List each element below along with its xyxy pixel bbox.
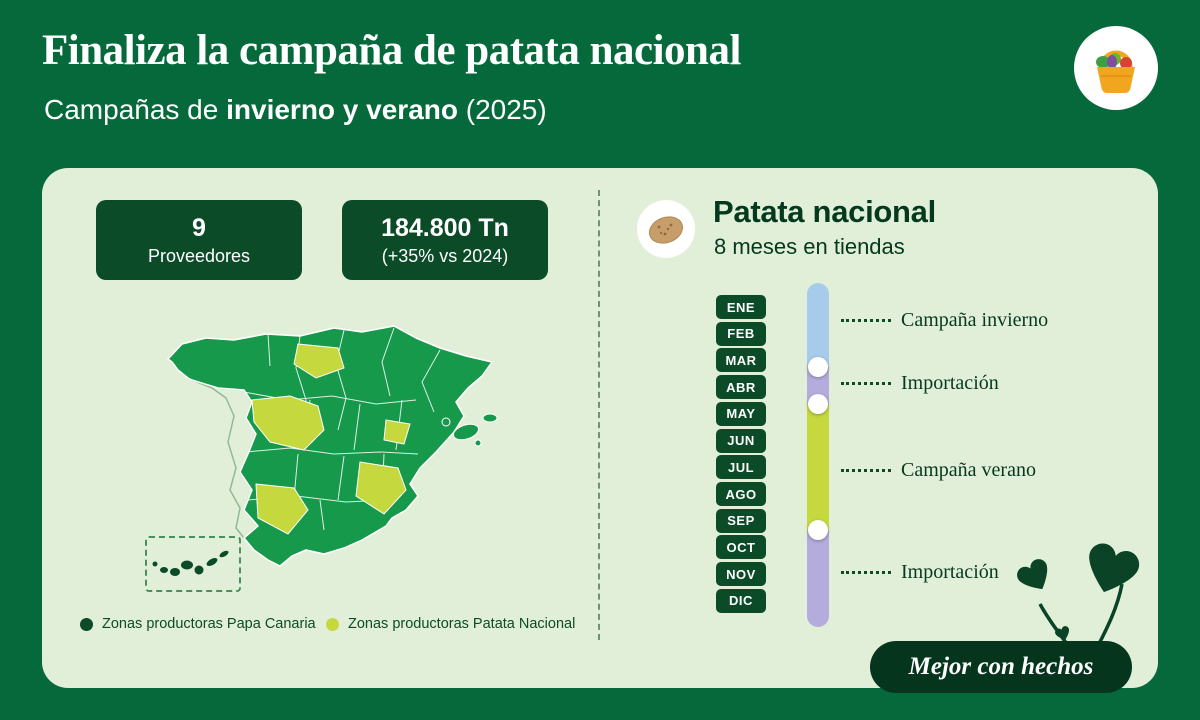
legend-dot-lime — [326, 617, 339, 631]
dotted-leader-line — [841, 318, 891, 322]
stat-value: 9 — [192, 213, 206, 242]
month-pill: JUN — [716, 428, 766, 453]
potato-badge — [637, 200, 695, 258]
legend-label: Zonas productoras Papa Canaria — [102, 616, 316, 632]
timeline-transition-dot — [808, 357, 828, 377]
segment-campana-verano — [807, 404, 829, 530]
segment-campana-invierno — [807, 283, 829, 367]
month-pill: OCT — [716, 535, 766, 560]
timeline-label-text: Campaña verano — [901, 458, 1036, 481]
segment-importacion-2 — [807, 529, 829, 627]
stat-label: Proveedores — [147, 245, 251, 266]
legend-dot-dark-green — [80, 617, 93, 631]
stat-label: (+35% vs 2024) — [381, 245, 509, 266]
brand-logo — [1074, 26, 1158, 110]
month-list: ENE FEB MAR ABR MAY JUN JUL AGO SEP OCT … — [716, 295, 766, 613]
timeline-label-text: Importación — [901, 560, 999, 583]
timeline-transition-dot — [808, 394, 828, 414]
subtitle-bold: invierno y verano — [226, 94, 458, 125]
legend-label: Zonas productoras Patata Nacional — [348, 616, 576, 632]
timeline-transition-dot — [808, 520, 828, 540]
timeline-labels: Campaña invierno Importación Campaña ver… — [841, 283, 1141, 627]
month-pill: DIC — [716, 588, 766, 613]
dotted-leader-line — [841, 381, 891, 385]
dotted-leader-line — [841, 468, 891, 472]
stat-toneladas: 184.800 Tn (+35% vs 2024) — [342, 200, 548, 280]
subtitle-suffix: (2025) — [457, 94, 547, 125]
timeline-segments — [807, 283, 829, 627]
product-title: Patata nacional — [713, 194, 936, 229]
product-subtitle: 8 meses en tiendas — [714, 234, 905, 259]
slogan-text: Mejor con hechos — [908, 653, 1094, 680]
month-pill: SEP — [716, 508, 766, 533]
balearic-islands — [441, 413, 498, 447]
month-pill: ENE — [716, 295, 766, 319]
timeline-label: Importación — [841, 371, 999, 395]
subtitle-prefix: Campañas de — [44, 94, 227, 125]
canary-islands-icon — [152, 550, 229, 576]
month-pill: FEB — [716, 321, 766, 346]
month-pill: MAR — [716, 348, 766, 373]
season-timeline-bar — [807, 283, 829, 627]
month-pill: JUL — [716, 455, 766, 480]
shopping-basket-icon — [1096, 50, 1135, 93]
timeline-label-text: Campaña invierno — [901, 308, 1049, 331]
canary-islands-inset — [145, 536, 241, 592]
month-pill: AGO — [716, 482, 766, 507]
legend-item-papa-canaria: Zonas productoras Papa Canaria — [80, 616, 316, 632]
dotted-leader-line — [841, 570, 891, 574]
timeline-label: Campaña verano — [841, 458, 1036, 482]
potato-icon — [648, 216, 684, 244]
month-pill: MAY — [716, 401, 766, 426]
month-pill: NOV — [716, 562, 766, 587]
timeline-label-text: Importación — [901, 371, 999, 394]
legend-item-patata-nacional: Zonas productoras Patata Nacional — [326, 616, 575, 632]
stat-value: 184.800 Tn — [381, 213, 509, 242]
brand-slogan-pill: Mejor con hechos — [870, 641, 1132, 693]
dashed-divider — [598, 190, 600, 640]
page-title: Finaliza la campaña de patata nacional — [42, 27, 741, 74]
spain-map — [167, 325, 498, 567]
patata-nacional-zones — [251, 343, 411, 535]
page-subtitle: Campañas de invierno y verano (2025) — [44, 94, 547, 126]
timeline-label: Importación — [841, 560, 999, 584]
month-pill: ABR — [716, 375, 766, 400]
timeline-label: Campaña invierno — [841, 308, 1048, 332]
stat-proveedores: 9 Proveedores — [96, 200, 302, 280]
